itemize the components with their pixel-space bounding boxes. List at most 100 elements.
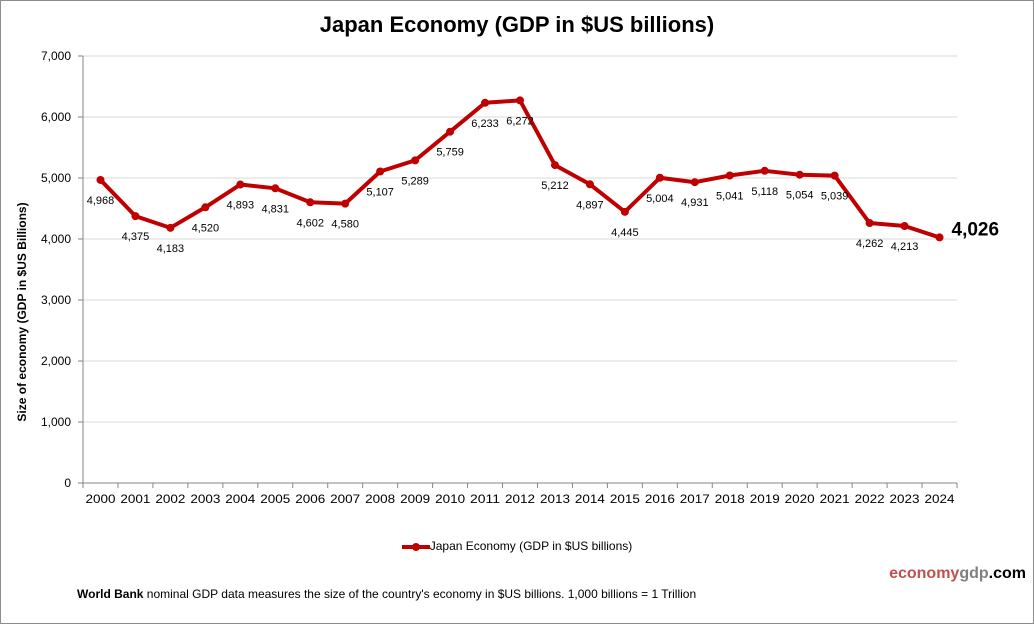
data-point	[341, 199, 350, 208]
y-tick-label: 5,000	[41, 171, 71, 185]
data-point	[935, 233, 944, 242]
x-tick-label: 2001	[120, 492, 150, 506]
data-point	[96, 175, 105, 184]
data-label: 4,968	[87, 195, 115, 207]
series-layer	[96, 96, 944, 242]
y-tick-label: 0	[64, 476, 71, 490]
data-point	[620, 207, 629, 216]
data-point	[481, 98, 490, 107]
data-label: 5,759	[436, 147, 464, 159]
legend: Japan Economy (GDP in $US billions)	[0, 539, 1034, 553]
data-point	[690, 178, 699, 187]
data-point	[760, 166, 769, 175]
data-label: 4,897	[576, 199, 604, 211]
data-label: 5,054	[786, 190, 814, 202]
data-label: 4,893	[227, 200, 255, 212]
data-label: 4,375	[122, 231, 150, 243]
x-tick-label: 2021	[820, 492, 850, 506]
x-tick-label: 2022	[855, 492, 885, 506]
data-label: 6,233	[471, 118, 499, 130]
data-label: 5,041	[716, 190, 744, 202]
logo-part-com: .com	[988, 565, 1026, 582]
x-tick-label: 2020	[785, 492, 815, 506]
x-tick-label: 2016	[645, 492, 675, 506]
data-point	[376, 167, 385, 176]
chart-title: Japan Economy (GDP in $US billions)	[319, 12, 715, 37]
data-point	[516, 96, 524, 105]
y-ticks: 0 1,000 2,000 3,000 4,000 5,000 6,000 7,000	[41, 49, 83, 490]
axes	[82, 56, 957, 484]
data-label: 5,118	[751, 186, 778, 198]
x-tick-label: 2024	[925, 492, 955, 506]
data-label: 4,602	[296, 217, 324, 229]
data-label: 5,212	[541, 180, 569, 192]
data-point	[201, 203, 210, 212]
data-label: 5,289	[401, 175, 429, 187]
data-point	[271, 184, 280, 193]
logo-part-economy: economy	[889, 565, 960, 582]
data-label: 5,004	[646, 193, 674, 205]
data-point	[131, 212, 140, 221]
data-label: 4,183	[157, 243, 185, 255]
footnote-text: nominal GDP data measures the size of th…	[143, 587, 697, 601]
logo[interactable]: economygdp.com	[889, 565, 1026, 583]
gridlines	[83, 55, 957, 423]
data-label: 4,831	[262, 203, 290, 215]
x-ticks: 2000 2001 2002 2003 2004 2005 2006 2007 2008 2009…	[82, 483, 958, 506]
data-labels: 4,968 4,375 4,183 4,520 4,893 4,831 4,602 4,580…	[87, 115, 999, 254]
x-tick-label: 2007	[330, 492, 360, 506]
data-label: 4,580	[331, 219, 359, 231]
y-tick-label: 6,000	[41, 110, 71, 124]
data-label: 5,039	[821, 191, 849, 203]
data-point	[411, 156, 420, 165]
x-tick-label: 2023	[890, 492, 920, 506]
y-tick-label: 1,000	[41, 415, 71, 429]
x-tick-label: 2019	[750, 492, 780, 506]
x-tick-label: 2018	[715, 492, 745, 506]
data-label: 4,213	[891, 241, 919, 253]
logo-part-gdp: gdp	[959, 565, 989, 582]
data-point	[236, 180, 245, 189]
x-tick-label: 2003	[190, 492, 220, 506]
x-tick-label: 2017	[680, 492, 710, 506]
legend-line-marker-icon	[401, 542, 430, 552]
x-tick-label: 2013	[540, 492, 570, 506]
data-point	[550, 161, 559, 170]
data-point	[446, 127, 455, 136]
data-label: 4,931	[681, 197, 709, 209]
x-tick-label: 2010	[435, 492, 465, 506]
y-tick-label: 2,000	[41, 354, 71, 368]
x-tick-label: 2015	[610, 492, 640, 506]
data-label: 4,520	[192, 222, 220, 234]
x-tick-label: 2012	[505, 492, 535, 506]
data-point	[655, 173, 664, 182]
annotation-latest-value: 4,026	[952, 219, 1000, 240]
y-tick-label: 7,000	[41, 49, 71, 63]
x-tick-label: 2002	[155, 492, 185, 506]
footnote-source: World Bank	[77, 587, 144, 601]
data-point	[725, 171, 734, 180]
data-label: 5,107	[366, 186, 394, 198]
data-label: 6,272	[506, 115, 534, 127]
x-tick-label: 2006	[295, 492, 325, 506]
y-tick-label: 3,000	[41, 293, 71, 307]
data-point	[865, 219, 874, 228]
x-tick-label: 2009	[400, 492, 430, 506]
data-point	[830, 171, 839, 180]
data-point	[795, 170, 804, 179]
data-point	[585, 180, 594, 189]
legend-label: Japan Economy (GDP in $US billions)	[429, 539, 633, 553]
data-point	[166, 223, 175, 232]
data-point	[306, 198, 315, 207]
data-point	[900, 222, 909, 231]
x-tick-label: 2014	[575, 492, 605, 506]
data-label: 4,262	[856, 238, 884, 250]
data-label: 4,445	[611, 227, 639, 239]
x-tick-label: 2008	[365, 492, 395, 506]
footnote: World Bank nominal GDP data measures the…	[77, 587, 696, 601]
x-tick-label: 2004	[225, 492, 255, 506]
x-tick-label: 2005	[260, 492, 290, 506]
x-tick-label: 2000	[85, 492, 115, 506]
